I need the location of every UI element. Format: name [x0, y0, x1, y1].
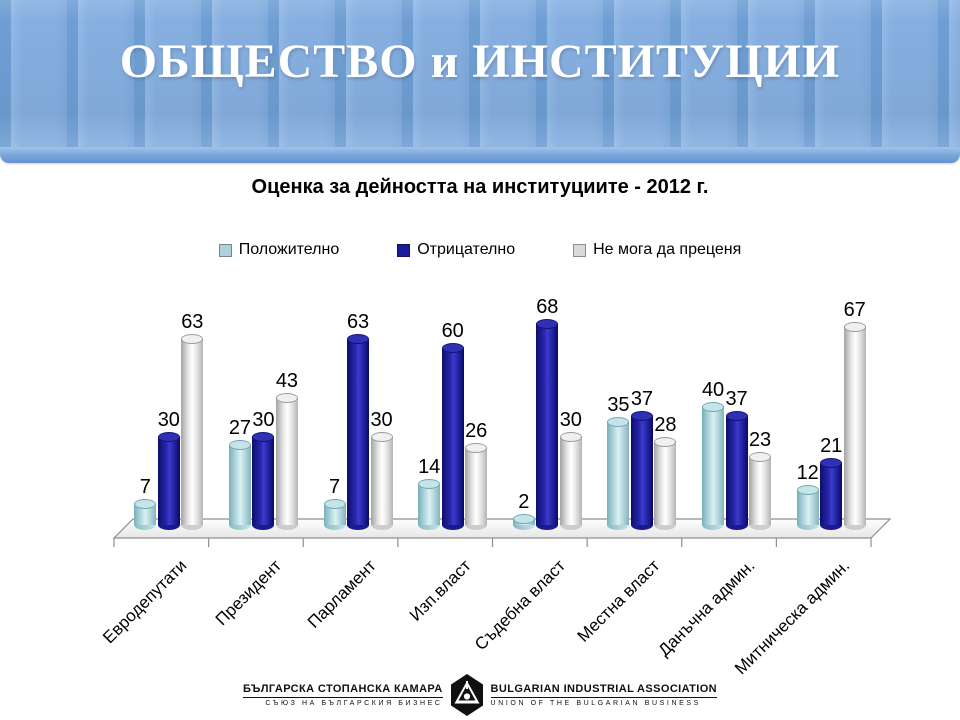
bar-value-label: 30: [157, 408, 180, 431]
bar-value-label: 30: [370, 408, 393, 431]
bar-value-label: 63: [346, 311, 370, 334]
header-bottom-band: [0, 147, 960, 163]
legend-item-negative: Отрицателно: [397, 241, 515, 259]
bar-value-label: 30: [559, 408, 582, 431]
bar-value-label: 37: [630, 387, 654, 410]
category-label: Парламент: [304, 556, 380, 632]
bar-value-label: 43: [275, 370, 299, 393]
legend-label-negative: Отрицателно: [417, 241, 516, 258]
bar-Отрицателно-Изп.власт: [441, 343, 464, 530]
footer-org-sub-en: UNION OF THE BULGARIAN BUSINESS: [490, 700, 701, 707]
bar-Положително-Митническа админ.: [796, 484, 819, 530]
footer-right-block: BULGARIAN INDUSTRIAL ASSOCIATION UNION O…: [490, 683, 718, 707]
legend-label-neutral: Не мога да преценя: [593, 241, 742, 258]
bar-Отрицателно-Президент: [252, 431, 275, 530]
bar-Положително-Местна власт: [607, 416, 630, 530]
category-label: Местна власт: [574, 556, 664, 646]
legend-swatch-negative-icon: [397, 243, 411, 257]
bar-value-label: 21: [820, 435, 843, 458]
slide-title: ОБЩЕСТВО и ИНСТИТУЦИИ: [119, 35, 841, 88]
category-label: Изп.власт: [405, 556, 475, 625]
legend-item-neutral: Не мога да преценя: [573, 241, 741, 259]
bar-value-label: 7: [329, 476, 341, 499]
bar-Отрицателно-Данъчна админ.: [725, 410, 748, 530]
bar-Не мога да преценя-Данъчна админ.: [749, 452, 772, 530]
chart-title: Оценка за дейността на институциите - 20…: [251, 176, 709, 198]
legend-swatch-positive-icon: [218, 243, 232, 257]
bar-Отрицателно-Евродепутати: [157, 431, 180, 530]
chart-legend: Положително Отрицателно Не мога да преце…: [0, 241, 960, 259]
footer-org-name-en: BULGARIAN INDUSTRIAL ASSOCIATION: [490, 683, 718, 698]
footer-left-block: БЪЛГАРСКА СТОПАНСКА КАМАРА СЪЮЗ НА БЪЛГА…: [242, 683, 443, 707]
bar-value-label: 68: [536, 296, 559, 319]
bar-value-label: 30: [252, 408, 275, 431]
category-label: Евродепутати: [99, 556, 191, 648]
bar-value-label: 60: [441, 320, 464, 342]
header-banner: ОБЩЕСТВО и ИНСТИТУЦИИ: [0, 0, 960, 147]
bar-Отрицателно-Съдебна власт: [536, 319, 559, 530]
bar-value-label: 63: [181, 311, 204, 334]
footer-org-sub-bg: СЪЮЗ НА БЪЛГАРСКИЯ БИЗНЕС: [265, 700, 443, 707]
footer-org-name-bg: БЪЛГАРСКА СТОПАНСКА КАМАРА: [242, 683, 443, 698]
bia-hexagon-logo-icon: [450, 674, 483, 716]
bar-value-label: 67: [843, 299, 866, 322]
bar-value-label: 37: [725, 387, 748, 410]
bar-Не мога да преценя-Парламент: [370, 431, 393, 530]
bar-Положително-Парламент: [323, 499, 346, 530]
bar-Положително-Изп.власт: [418, 478, 441, 530]
bar-Положително-Данъчна админ.: [702, 402, 725, 530]
bar-value-label: 40: [701, 379, 725, 401]
bar-Отрицателно-Парламент: [347, 334, 370, 530]
footer: БЪЛГАРСКА СТОПАНСКА КАМАРА СЪЮЗ НА БЪЛГА…: [0, 674, 960, 716]
category-label: Данъчна админ.: [654, 556, 759, 660]
bar-value-label: 27: [228, 417, 252, 440]
bar-Не мога да преценя-Евродепутати: [181, 334, 204, 530]
bar-Не мога да преценя-Митническа админ.: [843, 322, 866, 530]
bar-Не мога да преценя-Съдебна власт: [559, 431, 582, 530]
category-label: Президент: [212, 556, 286, 630]
bar-Отрицателно-Митническа админ.: [820, 458, 843, 530]
bar-value-label: 12: [796, 461, 819, 484]
bar-value-label: 23: [748, 429, 772, 452]
bar-Не мога да преценя-Изп.власт: [465, 443, 488, 530]
bar-value-label: 26: [465, 420, 488, 443]
category-label: Съдебна власт: [471, 556, 570, 655]
bar-value-label: 7: [139, 476, 151, 499]
bar-value-label: 28: [654, 414, 677, 437]
bar-value-label: 35: [607, 393, 630, 416]
legend-swatch-neutral-icon: [573, 243, 587, 257]
bar-value-label: 14: [418, 455, 441, 478]
legend-label-positive: Положително: [238, 241, 340, 258]
legend-item-positive: Положително: [218, 241, 340, 259]
bar-Не мога да преценя-Президент: [275, 393, 298, 530]
bar-Положително-Съдебна власт: [512, 514, 535, 530]
bar-Положително-Евродепутати: [134, 499, 157, 530]
bar-value-label: 2: [518, 491, 530, 514]
bar-Не мога да преценя-Местна власт: [654, 437, 677, 530]
bar-Отрицателно-Местна власт: [630, 410, 653, 530]
bar-Положително-Президент: [228, 440, 251, 530]
